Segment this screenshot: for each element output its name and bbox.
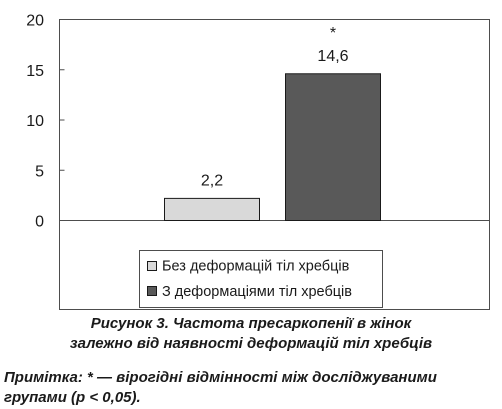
bar bbox=[285, 73, 381, 221]
legend-swatch-no-deformation bbox=[147, 261, 157, 271]
figure-caption-line-1: Рисунок 3. Частота пресаркопенії в жінок bbox=[90, 315, 412, 332]
significance-asterisk: * bbox=[330, 25, 336, 42]
y-tick-label: 20 bbox=[26, 13, 44, 30]
bar-data-labels: 2,2 14,6 * bbox=[201, 25, 349, 190]
note-line-1: Примітка: * — вірогідні відмінності між … bbox=[4, 369, 437, 386]
y-tick-label: 5 bbox=[35, 163, 44, 180]
legend-label-with-deformation: З деформаціями тіл хребців bbox=[162, 284, 352, 300]
figure-caption-line-2: залежно від наявності деформацій тіл хре… bbox=[69, 335, 433, 352]
y-tick-label: 15 bbox=[26, 63, 44, 80]
y-axis-ticks: 0 5 10 15 20 bbox=[26, 13, 65, 231]
bar bbox=[164, 197, 260, 221]
bars bbox=[164, 73, 381, 221]
legend: Без деформацій тіл хребців З деформаціям… bbox=[139, 250, 383, 308]
bar-chart: 0 5 10 15 20 2,2 14,6 * Без деформацій тіл хре… bbox=[26, 13, 490, 310]
legend-swatch-with-deformation bbox=[147, 286, 157, 296]
legend-box bbox=[139, 250, 383, 308]
y-tick-label: 10 bbox=[26, 113, 44, 130]
bar-value-label: 2,2 bbox=[201, 172, 223, 189]
legend-label-no-deformation: Без деформацій тіл хребців bbox=[162, 259, 350, 275]
note-line-2: групами (р < 0,05). bbox=[4, 389, 141, 406]
y-tick-label: 0 bbox=[35, 214, 44, 231]
bar-value-label: 14,6 bbox=[317, 48, 348, 65]
